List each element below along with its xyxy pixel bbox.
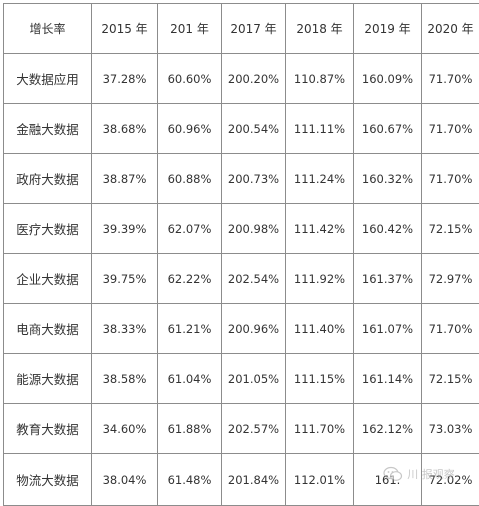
table-cell: 38.33% <box>92 304 158 354</box>
table-cell: 111.24% <box>286 154 354 204</box>
header-cell-year: 2017 年 <box>222 4 286 54</box>
table-row: 大数据应用 37.28% 60.60% 200.20% 110.87% 160.… <box>4 54 479 104</box>
table-cell: 111.11% <box>286 104 354 154</box>
table-cell: 160.67% <box>354 104 422 154</box>
table-row: 医疗大数据 39.39% 62.07% 200.98% 111.42% 160.… <box>4 204 479 254</box>
header-cell-year: 2015 年 <box>92 4 158 54</box>
table-cell: 201.05% <box>222 354 286 404</box>
table-header-row: 增长率 2015 年 201 年 2017 年 2018 年 2019 年 20… <box>4 4 479 54</box>
header-cell-year: 2019 年 <box>354 4 422 54</box>
header-cell-metric: 增长率 <box>4 4 92 54</box>
table-cell: 62.07% <box>158 204 222 254</box>
row-label: 能源大数据 <box>4 354 92 404</box>
growth-rate-table: 增长率 2015 年 201 年 2017 年 2018 年 2019 年 20… <box>3 3 479 506</box>
table-cell: 71.70% <box>422 304 479 354</box>
table-cell: 111.15% <box>286 354 354 404</box>
table-cell: 110.87% <box>286 54 354 104</box>
table-cell: 200.20% <box>222 54 286 104</box>
row-label: 医疗大数据 <box>4 204 92 254</box>
table-cell: 60.60% <box>158 54 222 104</box>
row-label: 教育大数据 <box>4 404 92 454</box>
table-row: 物流大数据 38.04% 61.48% 201.84% 112.01% 161.… <box>4 454 479 506</box>
table-cell: 61.48% <box>158 454 222 506</box>
table-cell: 38.58% <box>92 354 158 404</box>
table-cell: 201.84% <box>222 454 286 506</box>
table-cell: 34.60% <box>92 404 158 454</box>
table-cell: 61.88% <box>158 404 222 454</box>
table-cell: 200.98% <box>222 204 286 254</box>
table-cell: 161.37% <box>354 254 422 304</box>
table-cell: 72.15% <box>422 354 479 404</box>
table-row: 能源大数据 38.58% 61.04% 201.05% 111.15% 161.… <box>4 354 479 404</box>
table-cell: 160.42% <box>354 204 422 254</box>
table-row: 金融大数据 38.68% 60.96% 200.54% 111.11% 160.… <box>4 104 479 154</box>
table-cell: 161. <box>354 454 422 506</box>
row-label: 大数据应用 <box>4 54 92 104</box>
table-cell: 72.02% <box>422 454 479 506</box>
header-cell-year: 2018 年 <box>286 4 354 54</box>
table-cell: 61.21% <box>158 304 222 354</box>
row-label: 物流大数据 <box>4 454 92 506</box>
table-cell: 60.96% <box>158 104 222 154</box>
header-cell-year: 201 年 <box>158 4 222 54</box>
table-cell: 62.22% <box>158 254 222 304</box>
table-cell: 38.68% <box>92 104 158 154</box>
table-cell: 200.54% <box>222 104 286 154</box>
table-cell: 200.73% <box>222 154 286 204</box>
table-cell: 38.87% <box>92 154 158 204</box>
table-cell: 71.70% <box>422 104 479 154</box>
table-cell: 38.04% <box>92 454 158 506</box>
table-cell: 37.28% <box>92 54 158 104</box>
table-cell: 161.07% <box>354 304 422 354</box>
table-cell: 71.70% <box>422 154 479 204</box>
table-cell: 202.57% <box>222 404 286 454</box>
table-cell: 73.03% <box>422 404 479 454</box>
table-cell: 72.97% <box>422 254 479 304</box>
table-cell: 162.12% <box>354 404 422 454</box>
header-cell-year: 2020 年 <box>422 4 479 54</box>
table-cell: 161.14% <box>354 354 422 404</box>
table-cell: 39.39% <box>92 204 158 254</box>
row-label: 企业大数据 <box>4 254 92 304</box>
table-cell: 202.54% <box>222 254 286 304</box>
table-cell: 160.32% <box>354 154 422 204</box>
table-cell: 160.09% <box>354 54 422 104</box>
table-cell: 72.15% <box>422 204 479 254</box>
table-cell: 112.01% <box>286 454 354 506</box>
table-cell: 71.70% <box>422 54 479 104</box>
row-label: 金融大数据 <box>4 104 92 154</box>
table-cell: 111.40% <box>286 304 354 354</box>
table-cell: 111.70% <box>286 404 354 454</box>
table-row: 政府大数据 38.87% 60.88% 200.73% 111.24% 160.… <box>4 154 479 204</box>
table-row: 电商大数据 38.33% 61.21% 200.96% 111.40% 161.… <box>4 304 479 354</box>
row-label: 政府大数据 <box>4 154 92 204</box>
table-cell: 39.75% <box>92 254 158 304</box>
table-row: 企业大数据 39.75% 62.22% 202.54% 111.92% 161.… <box>4 254 479 304</box>
table-cell: 111.42% <box>286 204 354 254</box>
table-row: 教育大数据 34.60% 61.88% 202.57% 111.70% 162.… <box>4 404 479 454</box>
table-cell: 111.92% <box>286 254 354 304</box>
table-cell: 61.04% <box>158 354 222 404</box>
table-cell: 60.88% <box>158 154 222 204</box>
row-label: 电商大数据 <box>4 304 92 354</box>
table-cell: 200.96% <box>222 304 286 354</box>
